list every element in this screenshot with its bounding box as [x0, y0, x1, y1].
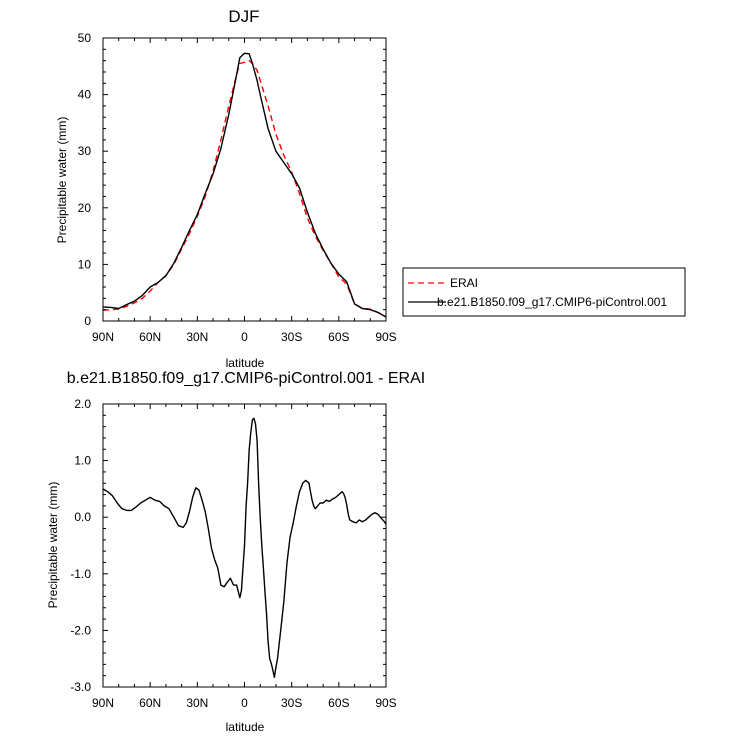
bottom-plot-series [102, 417, 387, 679]
legend-box [402, 267, 686, 317]
top-chart-title: DJF [228, 7, 259, 26]
top-y-tick-label: 50 [78, 31, 92, 45]
top-y-axis-label: Precipitable water (mm) [55, 117, 69, 244]
top-y-tick-label: 30 [78, 144, 92, 158]
top-x-tick-label: 90N [92, 330, 114, 344]
top-x-tick-label: 60S [328, 330, 349, 344]
top-y-tick-label: 0 [84, 314, 91, 328]
bottom-series-line-0 [102, 417, 387, 679]
bottom-y-tick-label: 0.0 [74, 510, 91, 524]
bottom-y-axis-label: Precipitable water (mm) [46, 482, 60, 609]
bottom-x-tick-label: 90S [375, 696, 396, 710]
bottom-chart-title: b.e21.B1850.f09_g17.CMIP6-piControl.001 … [67, 370, 425, 387]
bottom-x-tick-label: 30N [186, 696, 208, 710]
bottom-y-tick-label: -3.0 [70, 680, 91, 694]
bottom-ticks: 90N 60N 30N 0 30S 60S 90S 2.0 1.0 0.0 -1.0 -2.0 -3.0 [70, 397, 396, 710]
bottom-y-tick-label: -1.0 [70, 567, 91, 581]
legend-label-model: b.e21.B1850.f09_g17.CMIP6-piControl.001 [437, 295, 667, 309]
top-legend: ERAI b.e21.B1850.f09_g17.CMIP6-piControl… [402, 267, 686, 317]
top-x-tick-label: 60N [139, 330, 161, 344]
bottom-x-tick-label: 60N [139, 696, 161, 710]
bottom-x-tick-label: 90N [92, 696, 114, 710]
bottom-panel: b.e21.B1850.f09_g17.CMIP6-piControl.001 … [46, 370, 425, 734]
top-y-tick-label: 40 [78, 88, 92, 102]
top-x-tick-label: 30S [281, 330, 302, 344]
legend-label-erai: ERAI [450, 276, 478, 290]
top-x-tick-label: 90S [375, 330, 396, 344]
bottom-x-tick-label: 30S [281, 696, 302, 710]
bottom-x-tick-label: 60S [328, 696, 349, 710]
top-x-tick-label: 0 [241, 330, 248, 344]
top-plot-series [102, 52, 387, 318]
bottom-x-tick-label: 0 [241, 696, 248, 710]
top-ticks: 90N 60N 30N 0 30S 60S 90S 0 10 20 30 40 50 [78, 31, 397, 344]
bottom-y-tick-label: -2.0 [70, 623, 91, 637]
top-x-axis-label: latitude [226, 356, 265, 370]
top-x-tick-label: 30N [186, 330, 208, 344]
bottom-y-tick-label: 2.0 [74, 397, 91, 411]
top-series-line-1 [102, 52, 387, 318]
top-y-tick-label: 20 [78, 201, 92, 215]
bottom-y-tick-label: 1.0 [74, 454, 91, 468]
top-panel: DJF Precipitable water (mm) latitude 90N… [55, 7, 686, 370]
top-y-tick-label: 10 [78, 257, 92, 271]
bottom-x-axis-label: latitude [226, 720, 265, 734]
